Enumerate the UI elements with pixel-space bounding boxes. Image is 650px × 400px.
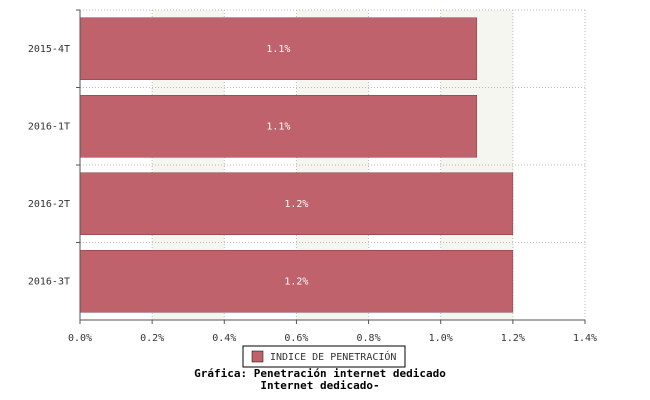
x-tick-label: 1.0%: [429, 333, 453, 344]
x-tick-label: 0.8%: [357, 333, 381, 344]
x-tick-label: 1.4%: [573, 333, 597, 344]
bar: [79, 172, 514, 235]
x-tick-label: 0.6%: [284, 333, 308, 344]
legend-box: [242, 345, 406, 368]
x-tick-label: 0.0%: [68, 333, 92, 344]
chart-title: Gráfica: Penetración internet dedicado: [194, 367, 446, 380]
y-tick-label: 2016-3T: [28, 276, 70, 287]
chart-subtitle: Internet dedicado-: [260, 379, 379, 392]
x-tick-label: 1.2%: [501, 333, 525, 344]
y-tick-label: 2015-4T: [28, 44, 70, 55]
bar: [79, 95, 478, 158]
legend-label: INDICE DE PENETRACIÓN: [270, 350, 396, 363]
value-label: 1.1%: [266, 44, 290, 55]
bar: [79, 250, 514, 313]
y-tick-label: 2016-2T: [28, 199, 70, 210]
bar: [79, 17, 478, 80]
x-tick-label: 0.4%: [212, 333, 236, 344]
value-label: 1.1%: [266, 121, 290, 132]
y-tick-label: 2016-1T: [28, 121, 70, 132]
x-tick-label: 0.2%: [140, 333, 164, 344]
legend-swatch: [251, 350, 264, 363]
value-label: 1.2%: [284, 276, 308, 287]
value-label: 1.2%: [284, 199, 308, 210]
